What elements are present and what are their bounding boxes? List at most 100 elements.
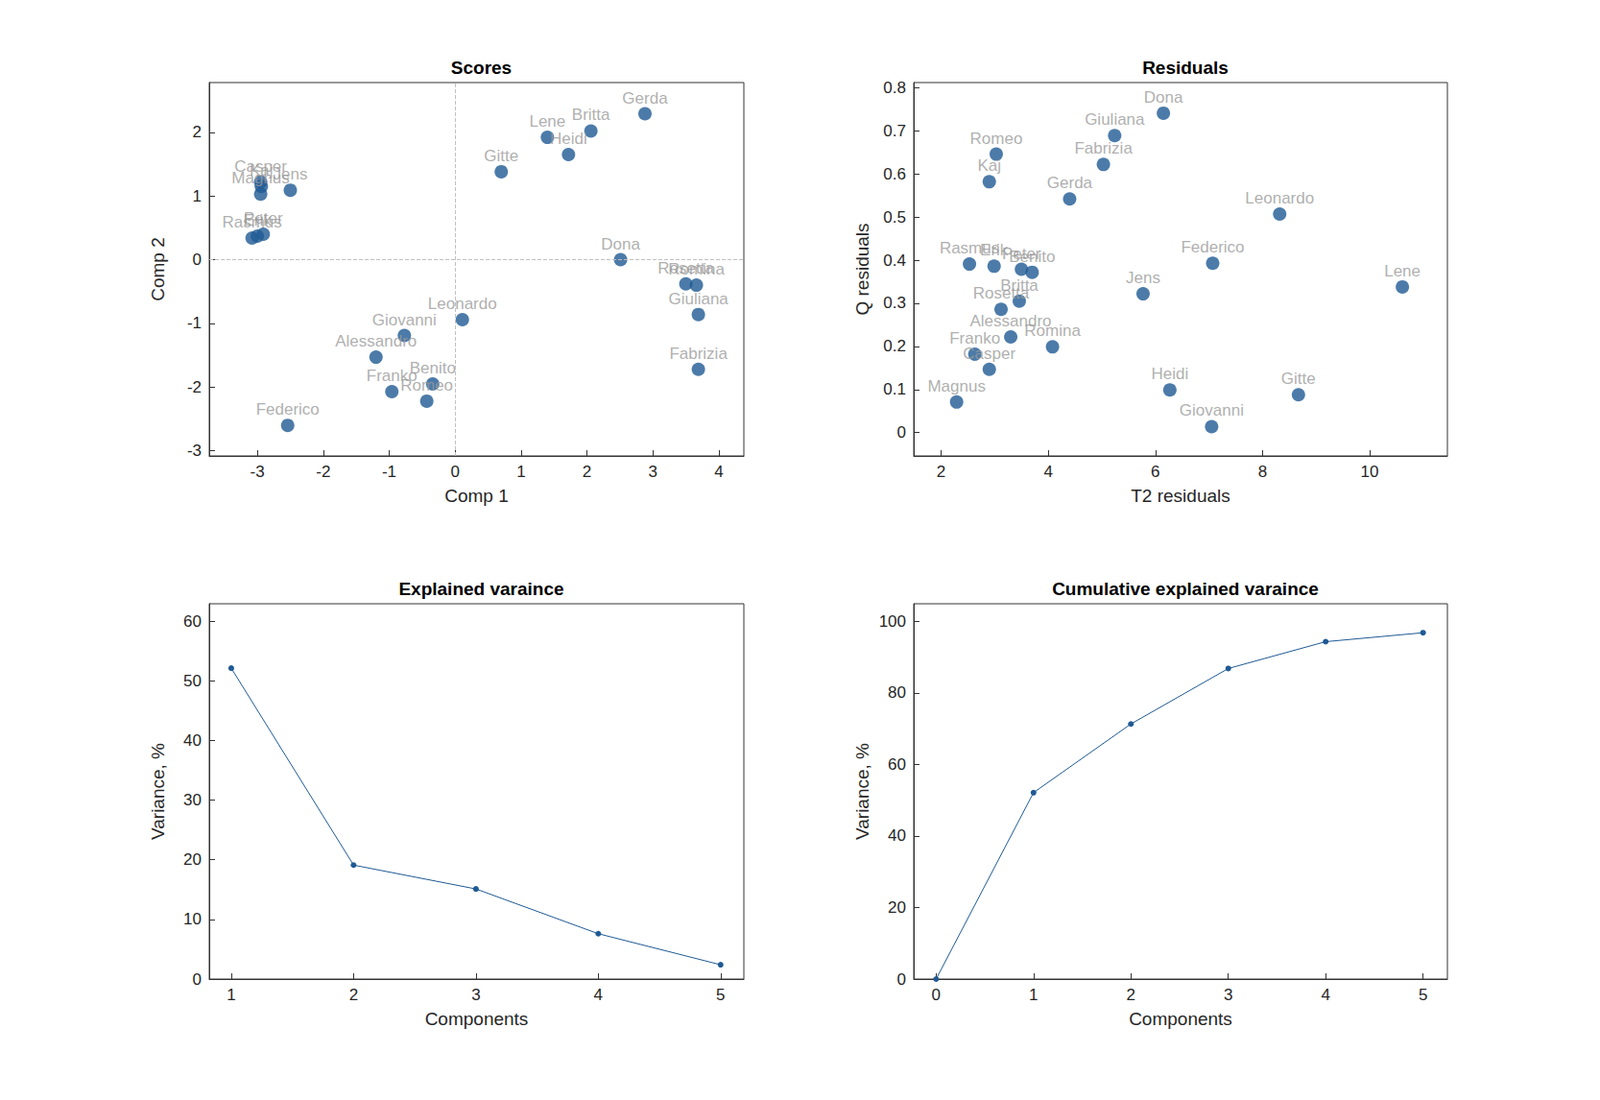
svg-text:-3: -3 bbox=[187, 441, 202, 460]
svg-text:-1: -1 bbox=[187, 313, 202, 333]
svg-text:0: 0 bbox=[450, 462, 459, 481]
svg-text:0.3: 0.3 bbox=[883, 293, 907, 312]
svg-text:Jens: Jens bbox=[273, 165, 309, 184]
svg-text:Comp 2: Comp 2 bbox=[147, 237, 168, 302]
svg-text:Giuliana: Giuliana bbox=[1084, 110, 1146, 129]
svg-text:0: 0 bbox=[931, 985, 941, 1004]
svg-text:3: 3 bbox=[647, 462, 657, 481]
svg-text:Romina: Romina bbox=[668, 260, 725, 279]
svg-text:2: 2 bbox=[936, 462, 946, 481]
svg-text:2: 2 bbox=[349, 985, 359, 1004]
svg-text:Alessandro: Alessandro bbox=[969, 311, 1052, 331]
svg-text:Jens: Jens bbox=[1125, 268, 1161, 287]
svg-text:1: 1 bbox=[192, 187, 202, 206]
svg-text:Peter: Peter bbox=[243, 209, 284, 228]
svg-text:Fabrizia: Fabrizia bbox=[1074, 139, 1133, 158]
svg-text:100: 100 bbox=[879, 612, 907, 631]
svg-text:Federico: Federico bbox=[1180, 238, 1244, 257]
svg-text:0.5: 0.5 bbox=[883, 208, 907, 227]
svg-text:Variance, %: Variance, % bbox=[147, 742, 168, 840]
svg-text:-3: -3 bbox=[250, 462, 265, 481]
svg-text:2: 2 bbox=[192, 122, 202, 142]
svg-text:Alessandro: Alessandro bbox=[334, 332, 417, 351]
svg-text:Gerda: Gerda bbox=[621, 89, 669, 108]
svg-text:0.1: 0.1 bbox=[883, 380, 907, 399]
svg-text:Rosetta: Rosetta bbox=[973, 284, 1030, 303]
svg-text:Federico: Federico bbox=[256, 400, 320, 419]
svg-text:Cumulative explained varaince: Cumulative explained varaince bbox=[1051, 578, 1319, 599]
svg-text:40: 40 bbox=[183, 731, 202, 750]
svg-text:Fabrizia: Fabrizia bbox=[668, 344, 728, 363]
svg-text:Scores: Scores bbox=[451, 57, 512, 78]
svg-text:5: 5 bbox=[1418, 985, 1428, 1004]
svg-text:0.4: 0.4 bbox=[883, 251, 907, 270]
svg-text:Leonardo: Leonardo bbox=[428, 294, 498, 313]
svg-text:Romeo: Romeo bbox=[400, 376, 454, 395]
svg-text:Variance, %: Variance, % bbox=[852, 742, 873, 840]
svg-text:1: 1 bbox=[226, 985, 236, 1004]
svg-text:0.7: 0.7 bbox=[883, 121, 907, 141]
svg-text:0.6: 0.6 bbox=[883, 165, 907, 184]
svg-text:Giuliana: Giuliana bbox=[668, 289, 729, 309]
svg-text:Benito: Benito bbox=[1008, 247, 1055, 266]
svg-text:20: 20 bbox=[887, 898, 907, 917]
svg-text:2: 2 bbox=[582, 462, 592, 481]
svg-text:Lene: Lene bbox=[528, 112, 566, 131]
svg-text:Comp 1: Comp 1 bbox=[444, 485, 509, 506]
svg-text:4: 4 bbox=[1320, 985, 1330, 1004]
svg-text:0: 0 bbox=[192, 970, 202, 989]
svg-text:Benito: Benito bbox=[409, 358, 456, 378]
svg-text:Explained varaince: Explained varaince bbox=[398, 578, 564, 599]
svg-text:6: 6 bbox=[1150, 462, 1160, 481]
svg-text:Magnus: Magnus bbox=[927, 377, 985, 396]
svg-text:0.8: 0.8 bbox=[883, 78, 907, 97]
svg-text:Giovanni: Giovanni bbox=[372, 310, 437, 330]
svg-text:Gitte: Gitte bbox=[483, 146, 519, 166]
svg-text:60: 60 bbox=[887, 755, 907, 774]
svg-text:Lene: Lene bbox=[1384, 262, 1421, 281]
svg-text:Casper: Casper bbox=[962, 344, 1016, 363]
svg-text:10: 10 bbox=[183, 909, 202, 929]
svg-text:Romeo: Romeo bbox=[970, 129, 1024, 148]
svg-text:1: 1 bbox=[516, 462, 526, 481]
svg-text:0: 0 bbox=[192, 250, 202, 269]
svg-text:0: 0 bbox=[897, 423, 907, 442]
svg-text:4: 4 bbox=[714, 462, 723, 481]
svg-text:Heidi: Heidi bbox=[549, 129, 588, 148]
svg-text:0.2: 0.2 bbox=[883, 336, 907, 356]
svg-text:Residuals: Residuals bbox=[1142, 57, 1229, 78]
svg-text:Heidi: Heidi bbox=[1150, 364, 1189, 383]
svg-text:30: 30 bbox=[183, 790, 202, 810]
svg-text:Leonardo: Leonardo bbox=[1244, 189, 1314, 208]
svg-text:Q residuals: Q residuals bbox=[852, 222, 873, 315]
svg-text:-1: -1 bbox=[382, 462, 397, 481]
svg-text:T2 residuals: T2 residuals bbox=[1130, 485, 1231, 506]
svg-text:Britta: Britta bbox=[572, 105, 611, 124]
svg-text:50: 50 bbox=[183, 671, 202, 691]
svg-text:Gerda: Gerda bbox=[1047, 173, 1094, 192]
svg-text:Romina: Romina bbox=[1024, 321, 1081, 340]
svg-text:Components: Components bbox=[425, 1008, 529, 1029]
svg-text:Kaj: Kaj bbox=[977, 156, 1002, 175]
svg-text:80: 80 bbox=[887, 683, 907, 702]
svg-text:-2: -2 bbox=[187, 378, 202, 397]
svg-text:Gitte: Gitte bbox=[1281, 369, 1316, 388]
svg-text:3: 3 bbox=[1223, 985, 1233, 1004]
svg-text:8: 8 bbox=[1258, 462, 1267, 481]
svg-text:Components: Components bbox=[1128, 1008, 1233, 1029]
svg-text:3: 3 bbox=[471, 985, 480, 1004]
svg-text:4: 4 bbox=[594, 985, 603, 1004]
svg-text:-2: -2 bbox=[315, 462, 331, 481]
svg-text:20: 20 bbox=[183, 850, 202, 869]
svg-text:4: 4 bbox=[1043, 462, 1052, 481]
svg-text:60: 60 bbox=[183, 612, 202, 631]
svg-text:10: 10 bbox=[1361, 462, 1380, 481]
svg-text:Giovanni: Giovanni bbox=[1179, 401, 1244, 420]
svg-text:Dona: Dona bbox=[600, 235, 641, 254]
svg-text:40: 40 bbox=[887, 826, 907, 845]
svg-text:Dona: Dona bbox=[1144, 88, 1184, 107]
svg-text:1: 1 bbox=[1028, 985, 1038, 1004]
svg-text:0: 0 bbox=[897, 970, 907, 989]
svg-text:5: 5 bbox=[716, 985, 725, 1004]
svg-text:2: 2 bbox=[1126, 985, 1136, 1004]
